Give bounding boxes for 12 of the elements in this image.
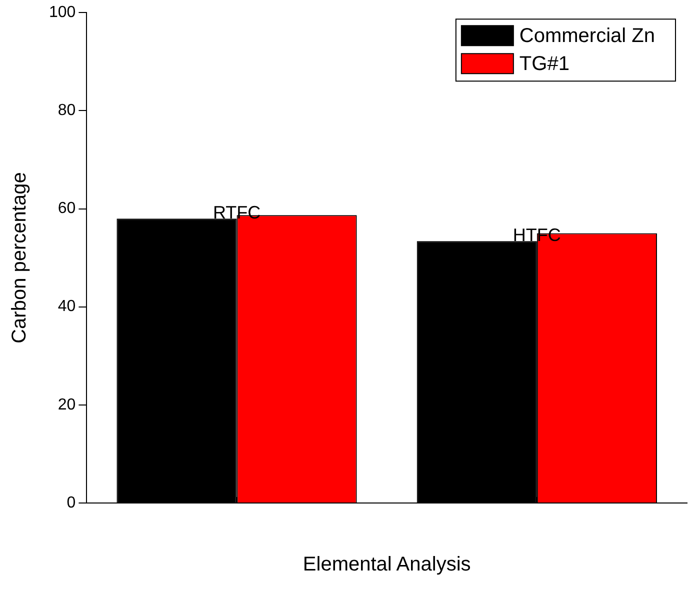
y-tick-label: 40 xyxy=(58,298,76,316)
x-tick-label: HTFC xyxy=(512,225,561,246)
legend-label: Commercial Zn xyxy=(519,25,655,48)
x-axis-title: Elemental Analysis xyxy=(302,554,471,576)
y-tick-label: 100 xyxy=(48,4,76,22)
y-tick-label: 60 xyxy=(58,200,76,218)
y-axis-title: Carbon percentage xyxy=(8,172,31,344)
y-tick-label: 80 xyxy=(58,102,76,120)
legend-label: TG#1 xyxy=(519,53,570,76)
y-tick-label: 0 xyxy=(66,494,76,512)
y-tick-label: 20 xyxy=(58,396,76,414)
x-tick-label: RTFC xyxy=(212,202,261,223)
